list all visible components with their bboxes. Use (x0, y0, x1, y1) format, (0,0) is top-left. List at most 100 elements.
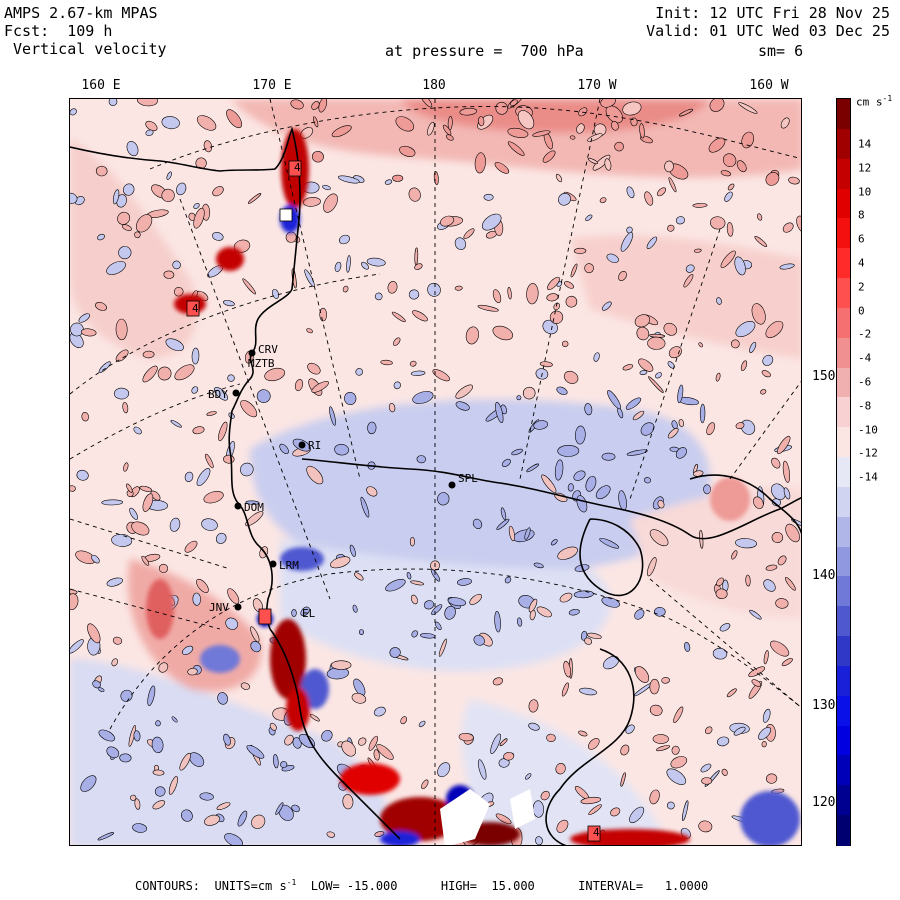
contour-blob (206, 411, 217, 416)
contour-blob (412, 310, 428, 322)
contour-blob (701, 777, 713, 785)
contour-blob (683, 273, 694, 288)
contour-blob (639, 123, 645, 139)
contour-blob (204, 814, 220, 826)
colorbar-tick-label: 12 (858, 161, 872, 175)
contour-blob (250, 641, 262, 653)
colorbar-segment (837, 218, 850, 249)
lon-label-180: 180 (422, 78, 446, 93)
contour-blob (154, 786, 166, 797)
contour-blob (554, 459, 564, 481)
contour-blob (584, 263, 594, 274)
contour-blob (601, 301, 612, 311)
contour-blob (595, 485, 611, 500)
station-dot-lrm (269, 560, 277, 568)
contour-blob (546, 733, 556, 743)
contour-blob (675, 447, 687, 459)
contour-blob (673, 706, 684, 724)
contour-blob (113, 387, 130, 400)
contour-blob (524, 527, 531, 540)
contour-blob (97, 233, 105, 241)
contour-blob (550, 539, 558, 546)
contour-blob (771, 531, 784, 544)
contour-blob (134, 798, 141, 810)
contour-blob (420, 99, 433, 108)
contour-blob (667, 427, 679, 439)
contour-blob (337, 175, 360, 184)
contour-blob (142, 350, 155, 359)
contour-blob (522, 386, 536, 400)
contour-blob (131, 521, 150, 536)
contour-blob (500, 507, 507, 521)
colorbar-segment (837, 128, 850, 160)
contour-blob (171, 716, 178, 723)
contour-blob (579, 687, 598, 696)
contour-blob (136, 214, 153, 233)
smoothing: sm= 6 (758, 42, 804, 60)
max-marker-label: 4 (593, 826, 600, 839)
contour-blob (763, 650, 769, 665)
colorbar-tick-label: 4 (858, 256, 865, 270)
contour-blob (573, 470, 586, 481)
contour-blob (191, 386, 199, 394)
contour-blob (666, 768, 687, 785)
contour-blob (457, 578, 472, 586)
contour-blob (184, 540, 198, 553)
contour-blob (342, 794, 354, 810)
contour-blob (112, 636, 123, 645)
contour-blob (196, 578, 209, 593)
colorbar-tick-label: 10 (858, 185, 872, 199)
contour-blob (218, 421, 228, 442)
contour-blob (145, 129, 154, 136)
contour-blob (542, 150, 556, 163)
contour-blob (507, 286, 512, 300)
contour-blob (656, 187, 667, 197)
contour-blob (409, 360, 417, 367)
contour-blob (269, 722, 277, 731)
contour-blob (655, 372, 662, 379)
contour-blob (671, 745, 680, 755)
colorbar-segment (837, 307, 850, 339)
contour-blob (87, 623, 101, 644)
contour-blob (240, 462, 254, 477)
contour-blob (726, 222, 734, 237)
contour-blob (736, 160, 747, 173)
contour-blob (776, 435, 791, 455)
contour-blob (399, 145, 416, 157)
contour-blob (187, 668, 198, 676)
contour-blob (716, 577, 724, 587)
colorbar (836, 98, 851, 846)
contour-blob (498, 758, 510, 768)
max-marker-label: 4 (192, 302, 199, 315)
contour-blob (410, 580, 425, 586)
contour-blob (477, 304, 499, 312)
contour-blob (780, 117, 790, 129)
contour-blob (166, 171, 172, 180)
contour-blob (165, 338, 184, 352)
contour-blob (678, 108, 694, 117)
contour-blob (246, 744, 265, 759)
valid-time: Valid: 01 UTC Wed 03 Dec 25 (646, 22, 890, 40)
contour-blob (216, 802, 231, 811)
contour-blob (495, 401, 504, 424)
contour-blob (432, 369, 450, 382)
graticule (70, 99, 801, 845)
contour-blob (112, 189, 120, 205)
contour-blob (646, 236, 658, 250)
contour-blob (492, 289, 502, 304)
contour-blob (727, 183, 735, 191)
contour-blob (532, 130, 551, 137)
contour-blob (525, 773, 532, 780)
contour-blob (639, 370, 648, 375)
contour-blob (155, 720, 161, 727)
contour-blob (656, 745, 671, 752)
contour-blob (367, 421, 377, 435)
contour-blob (76, 469, 89, 481)
contour-blob (762, 708, 771, 723)
colorbar-segment (837, 516, 850, 548)
lon-label-160e: 160 E (81, 78, 121, 93)
contour-blob (784, 576, 796, 591)
contour-blob (430, 568, 441, 582)
contour-blob (586, 632, 602, 639)
contour-blob (395, 116, 415, 132)
